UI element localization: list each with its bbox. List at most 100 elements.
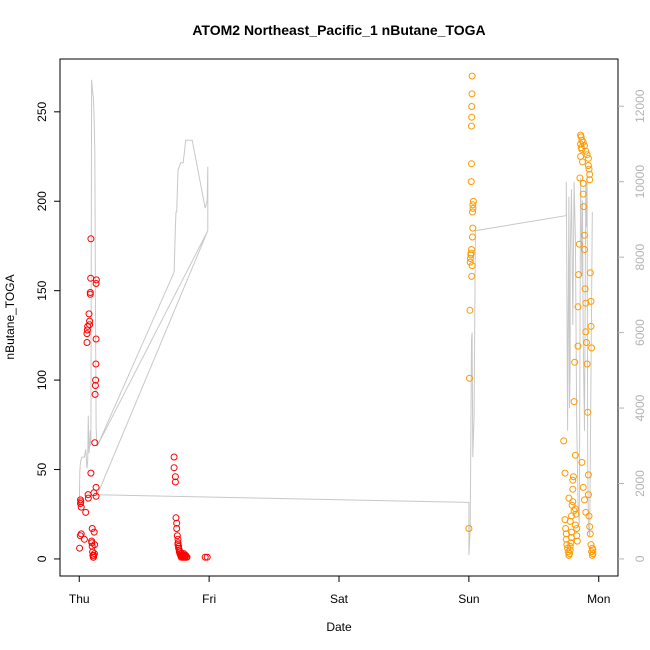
data-point: [588, 548, 596, 556]
data-point: [76, 544, 84, 552]
data-point: [581, 231, 588, 239]
data-point: [585, 512, 593, 520]
data-point: [201, 553, 209, 561]
data-point: [77, 498, 85, 506]
data-point: [468, 262, 476, 270]
data-point: [467, 178, 475, 186]
data-point: [582, 147, 590, 155]
data-point: [587, 297, 595, 305]
y-axis-left: 0 50 100 150 200 250: [35, 101, 60, 562]
data-point: [468, 113, 476, 121]
data-point: [174, 541, 182, 549]
data-point: [570, 507, 578, 515]
data-point: [571, 451, 579, 459]
data-point: [577, 153, 585, 160]
data-point: [173, 532, 181, 540]
x-axis-label: Date: [326, 620, 352, 634]
data-point: [77, 503, 85, 511]
data-point: [173, 519, 181, 527]
data-point: [465, 525, 473, 532]
data-point: [580, 203, 588, 211]
chart-title: ATOM2 Northeast_Pacific_1 nButane_TOGA: [192, 22, 485, 38]
data-point: [83, 339, 91, 346]
data-point: [579, 138, 587, 146]
data-point: [172, 514, 180, 522]
y-tick-label: 250: [35, 101, 49, 121]
data-point: [579, 190, 587, 198]
data-point: [469, 208, 476, 216]
data-point: [584, 154, 592, 162]
data-point: [92, 492, 100, 500]
plot-frame: [59, 58, 619, 577]
data-point: [88, 525, 96, 532]
data-point: [586, 269, 594, 277]
data-point: [569, 476, 577, 484]
y2-tick-label: 0: [633, 555, 647, 562]
data-point: [85, 310, 93, 318]
data-point: [92, 360, 100, 368]
data-point: [92, 280, 100, 287]
x-axis: Thu Fri Sat Sun Mon: [69, 576, 610, 606]
data-point: [469, 204, 477, 212]
data-point: [581, 285, 589, 293]
data-point: [87, 235, 95, 243]
data-point: [570, 398, 578, 406]
data-point: [575, 271, 583, 279]
y2-tick-label: 8000: [633, 243, 647, 270]
y-axis-label: nButane_TOGA: [3, 274, 17, 359]
data-point: [173, 525, 181, 532]
data-point: [566, 546, 574, 554]
data-point: [574, 303, 582, 311]
data-point: [91, 439, 99, 447]
data-point: [582, 328, 590, 336]
data-point: [77, 530, 85, 538]
data-point: [581, 246, 588, 253]
data-point: [579, 483, 587, 491]
data-point: [588, 344, 596, 352]
data-point: [87, 274, 95, 282]
data-point: [468, 90, 476, 98]
data-point: [585, 165, 593, 173]
data-point: [466, 255, 474, 262]
data-point: [582, 339, 590, 346]
data-point: [573, 532, 581, 540]
data-point: [91, 382, 99, 389]
data-point: [561, 469, 569, 477]
y2-tick-label: 12000: [633, 89, 647, 123]
data-point: [92, 376, 100, 384]
data-point: [203, 553, 211, 561]
data-point: [584, 491, 592, 499]
data-point: [562, 525, 570, 532]
data-point: [560, 437, 568, 445]
data-point: [569, 498, 577, 506]
x-tick-label: Thu: [69, 592, 90, 606]
data-point: [563, 541, 571, 549]
data-point: [575, 240, 583, 248]
data-point: [576, 174, 584, 182]
data-point: [569, 473, 577, 481]
data-point: [589, 550, 597, 558]
series-layer: [76, 72, 597, 561]
data-point: [170, 453, 178, 461]
data-point: [569, 485, 577, 493]
data-point: [586, 530, 594, 538]
data-point: [469, 197, 477, 205]
data-point: [174, 535, 182, 543]
data-point: [469, 201, 477, 209]
data-point: [171, 478, 179, 486]
data-point: [581, 496, 588, 504]
y2-tick-label: 4000: [633, 394, 647, 421]
data-point: [584, 408, 592, 416]
data-point: [578, 458, 586, 466]
data-point: [468, 246, 475, 253]
data-point: [92, 483, 100, 491]
data-point: [567, 539, 575, 547]
y-tick-label: 150: [35, 280, 49, 300]
data-point: [84, 494, 92, 502]
x-tick-label: Sat: [330, 592, 349, 606]
data-point: [468, 233, 476, 241]
data-point: [584, 471, 592, 479]
data-point: [571, 358, 579, 366]
data-point: [80, 535, 88, 543]
